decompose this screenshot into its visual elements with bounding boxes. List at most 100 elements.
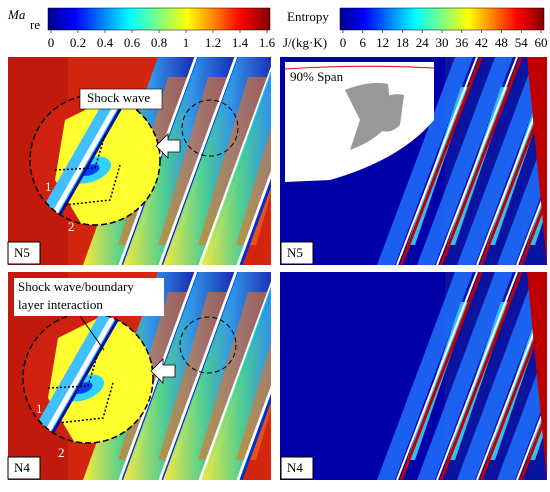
colorbar-title: Entropy (287, 9, 329, 24)
contour-panel (280, 272, 547, 480)
marker: 1 (36, 401, 43, 416)
contour-region (55, 95, 160, 225)
colorbar-tick-label: 0 (48, 35, 55, 50)
contour-panel (8, 57, 271, 265)
contour-region (527, 57, 547, 265)
contour-region (48, 313, 153, 443)
blade-wake (439, 272, 523, 480)
colorbar-tick-label: 42 (475, 35, 488, 50)
contour-region (236, 127, 271, 245)
zoom-content (30, 95, 160, 225)
blade (436, 272, 518, 480)
contour-region (417, 57, 513, 265)
dotted-line (64, 164, 121, 206)
blade (436, 57, 518, 265)
colorbar-tick-label: 0 (340, 35, 347, 50)
marker: 2 (68, 219, 75, 234)
panel-label-box (7, 241, 41, 265)
arrow (150, 358, 176, 384)
zoom-circle (179, 316, 237, 374)
colorbar-tick-label: 48 (495, 35, 508, 50)
colorbar-tick-label: 0.2 (70, 35, 86, 50)
contour-region (198, 292, 268, 460)
panel-label-box (7, 456, 41, 480)
blade-wake (519, 408, 547, 480)
colorbar-tick-label: 18 (396, 35, 409, 50)
blade-wake (519, 193, 547, 265)
blade-wake (479, 89, 547, 265)
contour-region (158, 292, 228, 460)
blade-edge (239, 393, 271, 480)
blade (158, 57, 238, 265)
contour-region (457, 272, 547, 480)
contour-region (487, 302, 547, 460)
blade-wake (399, 272, 483, 480)
colorbar (339, 7, 545, 31)
panel-label: N5 (287, 245, 303, 260)
colorbar-tick-label: 36 (455, 35, 469, 50)
contour-region (198, 77, 268, 245)
panel-label: N5 (14, 245, 30, 260)
colorbar-tick-label: 6 (360, 35, 367, 50)
colorbar-tick-label: 12 (376, 35, 389, 50)
annotation: layer interaction (18, 297, 103, 312)
contour-region (497, 131, 547, 265)
blade (42, 95, 128, 225)
colorbar-tick-label: 1 (183, 35, 190, 50)
colorbar-tick-label: 1.4 (232, 35, 249, 50)
annotation: Shock wave/boundary (18, 279, 134, 294)
blade (198, 66, 271, 265)
pointer (79, 315, 105, 351)
contour-region (158, 77, 228, 245)
contour-region (377, 57, 473, 265)
inset-label: 90% Span (290, 69, 344, 84)
colorbar (47, 7, 271, 31)
blade (198, 281, 271, 480)
dotted-line (54, 134, 106, 171)
blade-edge (42, 313, 126, 443)
zoom-circle (22, 312, 154, 444)
colorbar-unit: J/(kg·K) (283, 35, 327, 50)
blade (396, 272, 478, 480)
zoom-content (23, 313, 153, 443)
colorbar-title: Ma (7, 7, 26, 22)
blade (516, 184, 547, 265)
blade-wake (439, 57, 523, 265)
panel-label-box (280, 456, 314, 480)
inset-shape (345, 82, 392, 150)
marker: 1 (45, 179, 52, 194)
marker: 2 (58, 445, 65, 460)
colorbar-tick-label: 30 (436, 35, 449, 50)
dotted-line (47, 352, 99, 389)
contour-region (497, 346, 547, 480)
arrow (155, 133, 181, 159)
annotation-box (79, 88, 163, 110)
colorbar-tick-label: 1.6 (259, 35, 276, 50)
colorbar-tick-label: 0.8 (151, 35, 167, 50)
colorbar-tick-label: 0.6 (124, 35, 141, 50)
blade (158, 272, 238, 480)
blade-wake (479, 304, 547, 480)
blade (396, 57, 478, 265)
colorbar-tick-label: 54 (515, 35, 529, 50)
blade (236, 385, 271, 480)
contour-region (527, 272, 547, 480)
blade (236, 170, 271, 265)
panel-label-box (280, 241, 314, 265)
contour-region (457, 57, 547, 265)
colorbar-tick-label: 1.2 (205, 35, 221, 50)
contour-panel (8, 272, 271, 480)
annotation-box (14, 278, 164, 316)
colorbar-tick-label: 0.4 (97, 35, 114, 50)
blade-wake (399, 57, 483, 265)
dotted-line (57, 382, 114, 424)
contour-region (417, 272, 513, 480)
annotation: Shock wave (87, 90, 150, 105)
zoom-circle (181, 99, 239, 157)
panel-label: N4 (14, 460, 30, 475)
blade (516, 399, 547, 480)
blade (35, 313, 121, 443)
colorbar-tick-label: 60 (535, 35, 548, 50)
blade-edge (49, 95, 133, 225)
